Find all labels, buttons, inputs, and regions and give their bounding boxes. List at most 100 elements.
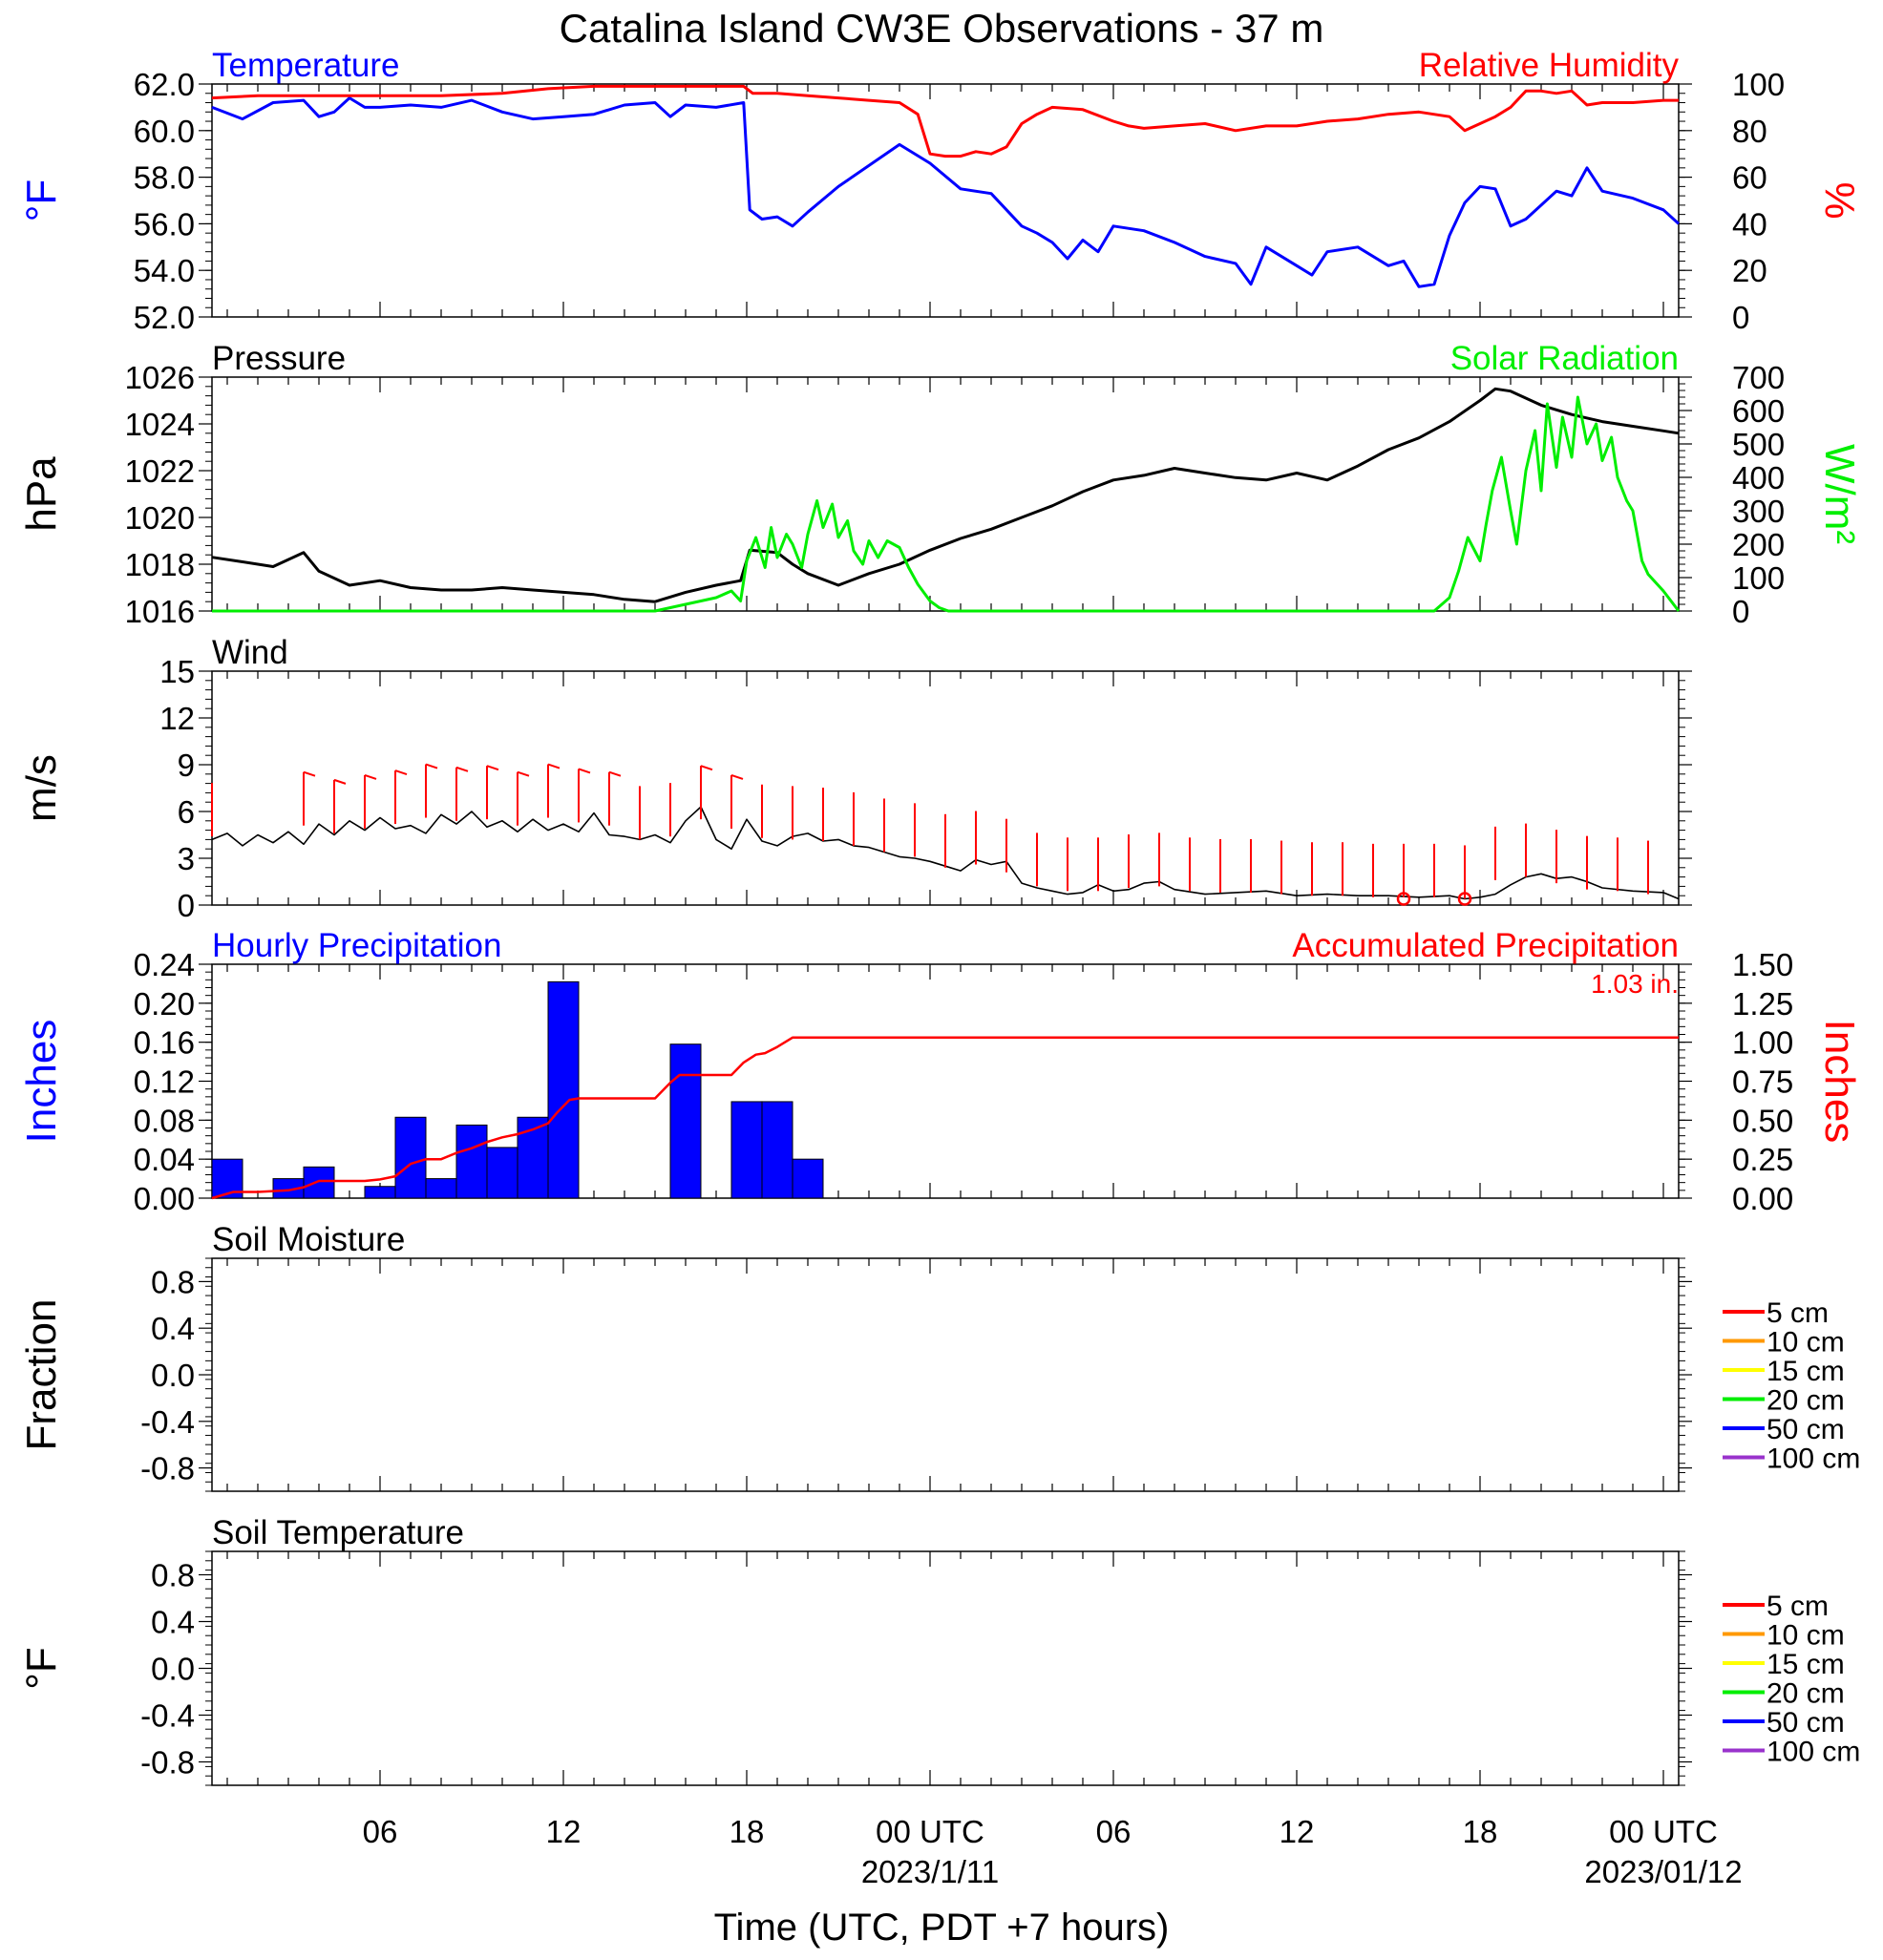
panel-title-right: Relative Humidity [1419,47,1680,84]
series-relative-humidity [211,84,1679,158]
y-axis-label-left: °F [18,1647,65,1689]
y-axis-label-left: °F [18,179,65,221]
wind-barb-flag [700,765,713,771]
y-tick-label: 0.04 [134,1142,195,1177]
wind-barb-flag [730,774,744,780]
panel-title-left: Wind [212,634,288,671]
wind-barb-flag [578,768,591,774]
y-tick-label: 0.4 [151,1605,195,1640]
panel-title-right: Accumulated Precipitation [1292,927,1679,964]
legend-label: 20 cm [1767,1678,1845,1710]
y-axis-label-left: m/s [18,754,65,822]
precip-bar [425,1178,457,1199]
y-axis-label-right: Inches [1816,1020,1863,1144]
y-right-tick-label: 40 [1732,206,1767,242]
y-tick-label: 0.0 [151,1358,195,1393]
panel-title-left: Pressure [212,340,346,377]
panel-wind: 15 12 9 6 3 0 Wind m/s [18,634,1692,923]
accumulated-total-label: 1.03 in. [1591,969,1679,999]
panel-frame [211,1550,1680,1786]
y-right-tick-label: 1.25 [1732,986,1793,1022]
legend-label: 50 cm [1767,1414,1845,1445]
y-tick-label: 0.4 [151,1311,195,1346]
y-tick-label: 0.12 [134,1064,195,1100]
y-tick-label: 58.0 [134,160,195,196]
precip-bar [761,1101,793,1199]
legend-label: 50 cm [1767,1707,1845,1739]
x-tick-date: 2023/01/12 [1584,1854,1742,1889]
y-right-tick-label: 500 [1732,427,1785,462]
wind-barb-flag [517,770,530,777]
wind-barb-flag [333,778,347,785]
series-wind [211,806,1680,900]
legend-label: 20 cm [1767,1385,1845,1417]
time-axis: 06 12 18 00 UTC 2023/1/11 06 12 18 00 UTC 2023/01… [363,1814,1743,1889]
y-tick-label: 0 [178,888,195,923]
x-tick-label: 18 [730,1814,765,1849]
y-tick-label: 0.16 [134,1025,195,1061]
y-right-tick-label: 0.75 [1732,1064,1793,1100]
panel-frame [211,963,1680,1199]
calm-wind-marker [1457,892,1472,906]
y-axis-label-right: W/m² [1816,444,1863,544]
y-tick-label: 1024 [125,407,195,442]
y-right-tick-label: 1.50 [1732,947,1793,982]
x-tick-label: 12 [1280,1814,1315,1849]
precip-bar [394,1116,427,1199]
series-pressure [211,387,1680,603]
panel-title-left: Hourly Precipitation [212,927,501,964]
figure-title: Catalina Island CW3E Observations - 37 m [560,6,1324,51]
y-tick-label: 0.20 [134,986,195,1022]
y-tick-label: 0.00 [134,1181,195,1216]
series-accumulated-precipitation [211,1036,1679,1200]
precip-bar [730,1101,763,1199]
wind-barb-flag [364,774,377,780]
y-tick-label: 9 [178,748,195,783]
y-tick-label: 1016 [125,594,195,629]
legend-label: 10 cm [1767,1620,1845,1652]
precip-bars [211,980,824,1199]
y-tick-label: 56.0 [134,206,195,242]
y-right-tick-label: 300 [1732,494,1785,529]
wind-barbs [211,763,1649,906]
x-tick-label: 00 UTC [876,1814,984,1849]
legend-label: 5 cm [1767,1297,1829,1329]
legend-label: 15 cm [1767,1356,1845,1387]
y-right-tick-label: 200 [1732,527,1785,562]
panel-hourly-precipitation: 0.24 0.200.160.120.08 0.04 0.00 1.50 1.251.00… [18,927,1863,1216]
x-tick-label: 00 UTC [1609,1814,1718,1849]
x-tick-label: 06 [1096,1814,1132,1849]
y-right-tick-label: 0.50 [1732,1103,1793,1138]
y-right-tick-label: 20 [1732,253,1767,288]
series-solar-radiation [212,395,1681,613]
x-tick-date: 2023/1/11 [861,1854,999,1889]
panel-frame [211,83,1680,318]
wind-barb-flag [455,766,469,772]
y-tick-label: 0.0 [151,1652,195,1687]
y-tick-label: -0.8 [140,1745,195,1781]
precip-bar [669,1043,702,1199]
y-tick-label: -0.4 [140,1404,195,1440]
y-tick-label: 0.8 [151,1264,195,1299]
panel-pressure: 1026 1024 1022 1020 1018 1016 7006005004003002… [18,340,1863,629]
precip-bar [547,980,580,1199]
y-tick-label: 60.0 [134,114,195,149]
y-tick-label: 62.0 [134,67,195,102]
panel-frame [211,1257,1680,1492]
panel-frame [211,670,1680,906]
panel-title-right: Solar Radiation [1450,340,1679,377]
y-tick-label: 52.0 [134,300,195,335]
wind-barb-flag [608,770,622,777]
y-right-tick-label: 0 [1732,300,1749,335]
y-tick-label: 0.8 [151,1558,195,1593]
legend-label: 100 cm [1767,1737,1860,1768]
y-tick-label: 15 [159,654,195,689]
panels: 62.060.058.056.054.052.0100806040200Temp… [18,47,1863,1786]
panel-frame [211,376,1680,612]
series-temperature [211,96,1681,288]
legend-label: 100 cm [1767,1444,1860,1475]
y-right-tick-label: 0.00 [1732,1181,1793,1216]
y-tick-label: 1020 [125,500,195,536]
y-tick-label: 12 [159,701,195,736]
